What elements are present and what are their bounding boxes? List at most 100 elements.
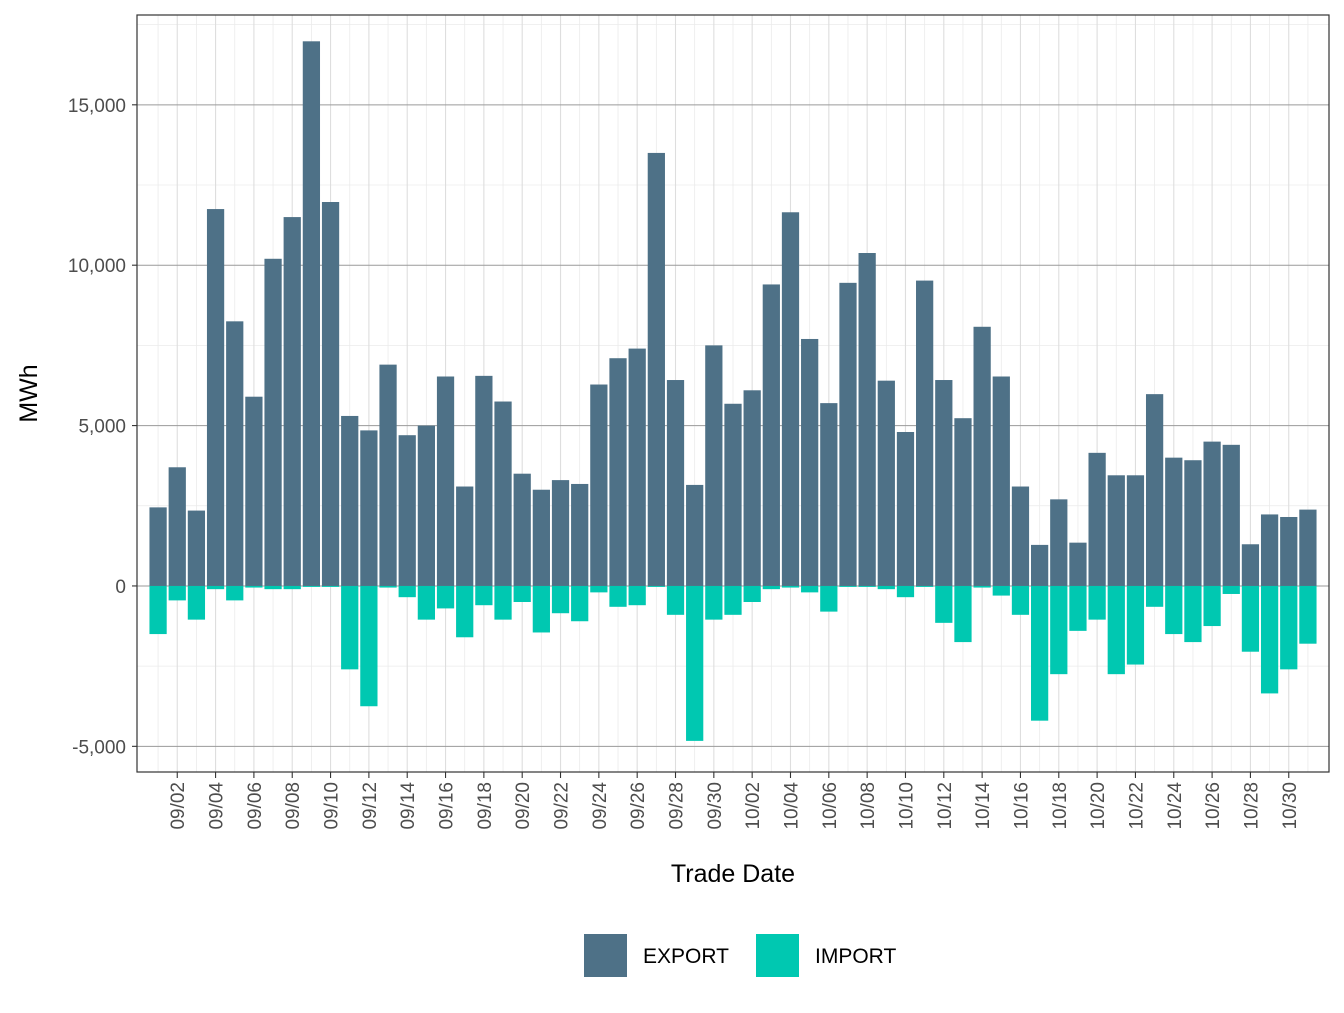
bar-import-09-27 [647,585,665,587]
x-tick-label: 09/30 [705,782,726,830]
y-tick-label: 0 [115,577,126,598]
bar-import-10-27 [1222,585,1240,594]
bar-export-10-06 [820,403,838,586]
x-tick-label: 09/10 [322,782,343,830]
bar-export-10-20 [1088,452,1106,586]
bar-export-10-11 [916,280,934,586]
bar-export-09-01 [149,507,167,586]
bar-export-09-30 [705,345,723,586]
x-tick-label: 10/30 [1280,782,1301,830]
bar-import-10-22 [1126,585,1145,665]
x-tick-label: 10/10 [896,782,917,830]
bar-export-09-20 [513,473,531,586]
bar-export-09-09 [302,41,321,586]
x-tick-label: 09/04 [207,782,228,830]
bar-export-10-23 [1145,394,1164,586]
x-tick-label: 10/04 [781,782,802,830]
bar-export-10-08 [858,253,876,586]
x-tick-label: 09/22 [552,782,573,830]
bar-export-09-24 [590,384,608,586]
bar-import-10-05 [801,585,819,593]
x-tick-label: 10/28 [1241,782,1262,830]
bar-export-10-05 [801,338,819,586]
y-tick-label: 5,000 [78,417,126,438]
x-tick-label: 09/14 [398,782,419,830]
bar-import-10-18 [1050,585,1068,675]
bar-import-10-19 [1069,585,1087,631]
bar-export-09-06 [245,396,263,586]
bar-export-10-19 [1069,542,1087,586]
x-tick-label: 10/16 [1011,782,1032,830]
bar-import-09-02 [168,585,186,601]
bar-import-09-15 [417,585,435,620]
x-tick-label: 09/18 [475,782,496,830]
bar-export-09-27 [647,152,665,586]
bar-export-10-29 [1260,514,1279,586]
bar-import-10-30 [1280,585,1298,670]
bar-export-10-24 [1165,457,1183,586]
x-axis-title: Trade Date [671,860,795,888]
bar-export-10-22 [1126,475,1145,586]
bar-import-09-22 [551,585,570,614]
bar-export-09-11 [341,415,359,586]
bar-import-10-23 [1145,585,1164,607]
bar-import-10-31 [1299,585,1317,644]
bar-export-09-15 [417,425,435,586]
x-tick-label: 10/24 [1165,782,1186,830]
bar-export-09-16 [436,376,455,586]
bar-import-10-21 [1107,585,1125,675]
bar-import-10-09 [877,585,895,590]
bar-export-10-14 [973,326,991,586]
bar-export-10-09 [877,380,895,586]
bar-import-09-29 [686,585,704,741]
bar-import-10-07 [839,585,857,587]
bar-import-10-04 [781,585,800,588]
bar-export-09-18 [475,375,493,586]
bar-import-10-08 [858,585,876,587]
bar-export-10-03 [762,284,780,586]
bar-export-09-12 [360,430,378,586]
bar-export-10-15 [992,376,1010,586]
bar-import-09-04 [206,585,225,590]
bar-import-09-20 [513,585,531,602]
bar-import-09-13 [379,585,397,588]
bar-import-09-24 [590,585,608,593]
y-axis-title: MWh [15,364,43,422]
bar-export-10-07 [839,282,857,586]
bar-export-09-08 [283,217,301,586]
x-tick-label: 09/08 [283,782,304,830]
bar-import-09-14 [398,585,416,598]
bar-import-10-28 [1241,585,1260,652]
bar-export-09-07 [264,258,282,586]
legend-label-export: EXPORT [643,945,729,968]
x-tick-label: 09/26 [628,782,649,830]
x-tick-label: 09/16 [437,782,458,830]
bar-import-10-12 [935,585,953,623]
y-tick-label: 15,000 [68,96,126,117]
bar-import-09-18 [475,585,493,606]
bar-import-09-10 [321,585,340,587]
x-tick-label: 10/06 [820,782,841,830]
bar-export-09-17 [456,486,474,586]
bar-import-10-25 [1184,585,1202,643]
bar-export-09-14 [398,435,416,586]
bar-import-10-11 [916,585,934,587]
bar-import-09-11 [341,585,359,670]
bar-export-09-25 [609,358,627,586]
bar-export-09-29 [686,484,704,586]
bar-import-09-12 [360,585,378,707]
x-tick-label: 10/18 [1050,782,1071,830]
bar-import-09-16 [436,585,455,609]
x-tick-label: 10/08 [858,782,879,830]
bar-import-09-09 [302,585,321,587]
bar-export-09-26 [628,348,646,586]
bar-export-10-18 [1050,499,1068,586]
bar-export-10-25 [1184,460,1202,586]
bar-import-10-26 [1203,585,1221,627]
bar-import-09-26 [628,585,646,606]
bar-export-10-31 [1299,509,1317,586]
bar-export-10-28 [1241,544,1260,586]
legend-key-export [584,934,627,977]
